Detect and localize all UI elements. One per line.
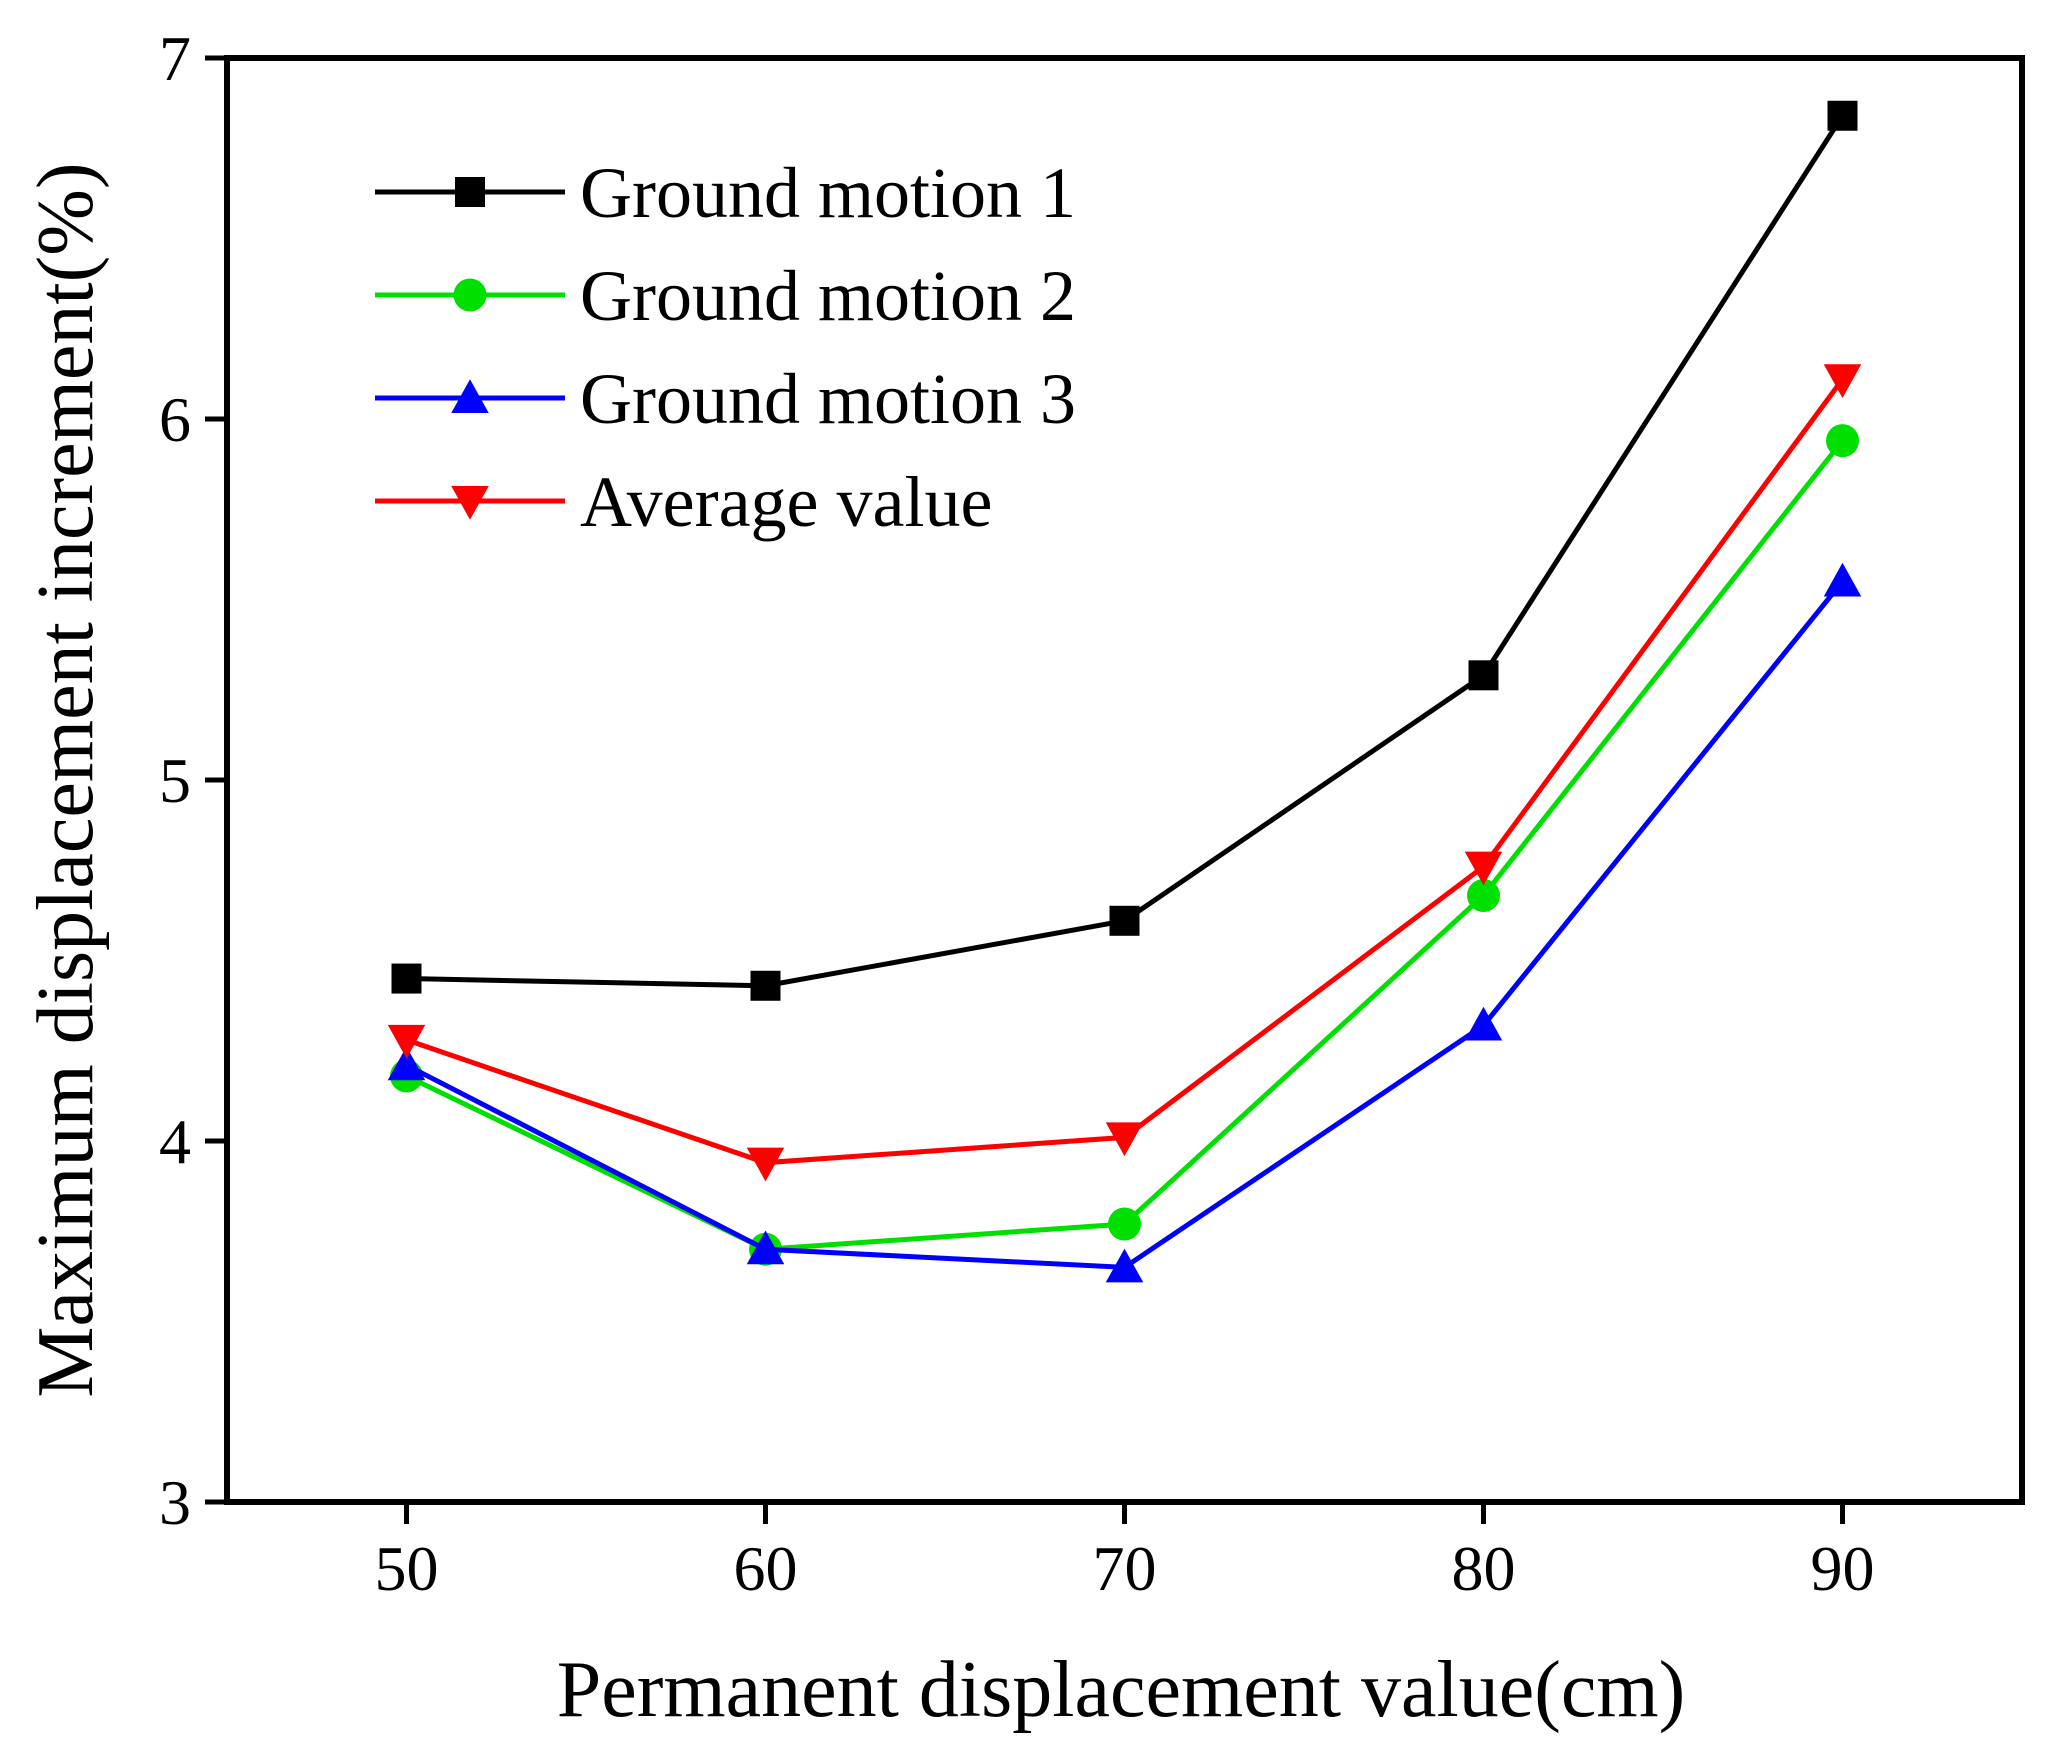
y-axis-title: Maximum displacement increment(%)	[22, 162, 110, 1397]
legend-item: Average value	[375, 462, 992, 542]
data-point	[1105, 1248, 1144, 1283]
data-point	[1464, 851, 1503, 886]
data-point	[1468, 660, 1499, 691]
series-1	[391, 100, 1858, 1001]
legend-item: Ground motion 3	[375, 359, 1076, 439]
plot-area: 50 60 70 80 90 3 4 5 6 7	[159, 23, 2025, 1604]
legend-marker	[455, 177, 485, 207]
legend-item: Ground motion 1	[375, 153, 1076, 233]
legend-marker	[451, 486, 489, 520]
x-tick-label: 50	[375, 1533, 439, 1604]
legend: Ground motion 1 Ground motion 2 Ground mot…	[375, 153, 1076, 542]
data-point	[387, 1024, 426, 1059]
x-axis-title: Permanent displacement value(cm)	[557, 1646, 1685, 1734]
data-point	[750, 970, 781, 1001]
x-tick-label: 60	[734, 1533, 798, 1604]
y-tick-label: 5	[159, 745, 191, 816]
x-tick-label: 70	[1093, 1533, 1157, 1604]
series-layer	[387, 100, 1862, 1283]
series-4	[387, 364, 1862, 1182]
data-point	[1464, 1006, 1503, 1041]
y-tick-label: 7	[159, 23, 191, 94]
x-tick-label: 90	[1811, 1533, 1875, 1604]
legend-marker	[453, 278, 487, 312]
y-tick-label: 4	[159, 1106, 191, 1177]
data-point	[746, 1230, 785, 1265]
data-point	[1105, 1122, 1144, 1157]
series-3	[387, 562, 1862, 1283]
plot-frame	[224, 55, 2025, 1505]
y-tick-label: 3	[159, 1467, 191, 1538]
legend-label: Ground motion 3	[580, 359, 1076, 439]
data-point	[387, 1046, 426, 1081]
data-point	[1823, 562, 1862, 597]
data-point	[1823, 364, 1862, 399]
data-point	[1109, 905, 1140, 936]
data-point	[1827, 100, 1858, 131]
legend-label: Ground motion 1	[580, 153, 1076, 233]
data-point	[391, 963, 422, 994]
x-tick-label: 80	[1452, 1533, 1516, 1604]
legend-label: Average value	[580, 462, 992, 542]
data-point	[1467, 879, 1500, 913]
legend-item: Ground motion 2	[375, 256, 1076, 336]
legend-marker	[451, 379, 489, 413]
y-tick-label: 6	[159, 384, 191, 455]
data-point	[746, 1147, 785, 1182]
series-line	[406, 114, 1845, 989]
legend-label: Ground motion 2	[580, 256, 1076, 336]
data-point	[1108, 1207, 1141, 1241]
data-point	[1826, 424, 1859, 458]
